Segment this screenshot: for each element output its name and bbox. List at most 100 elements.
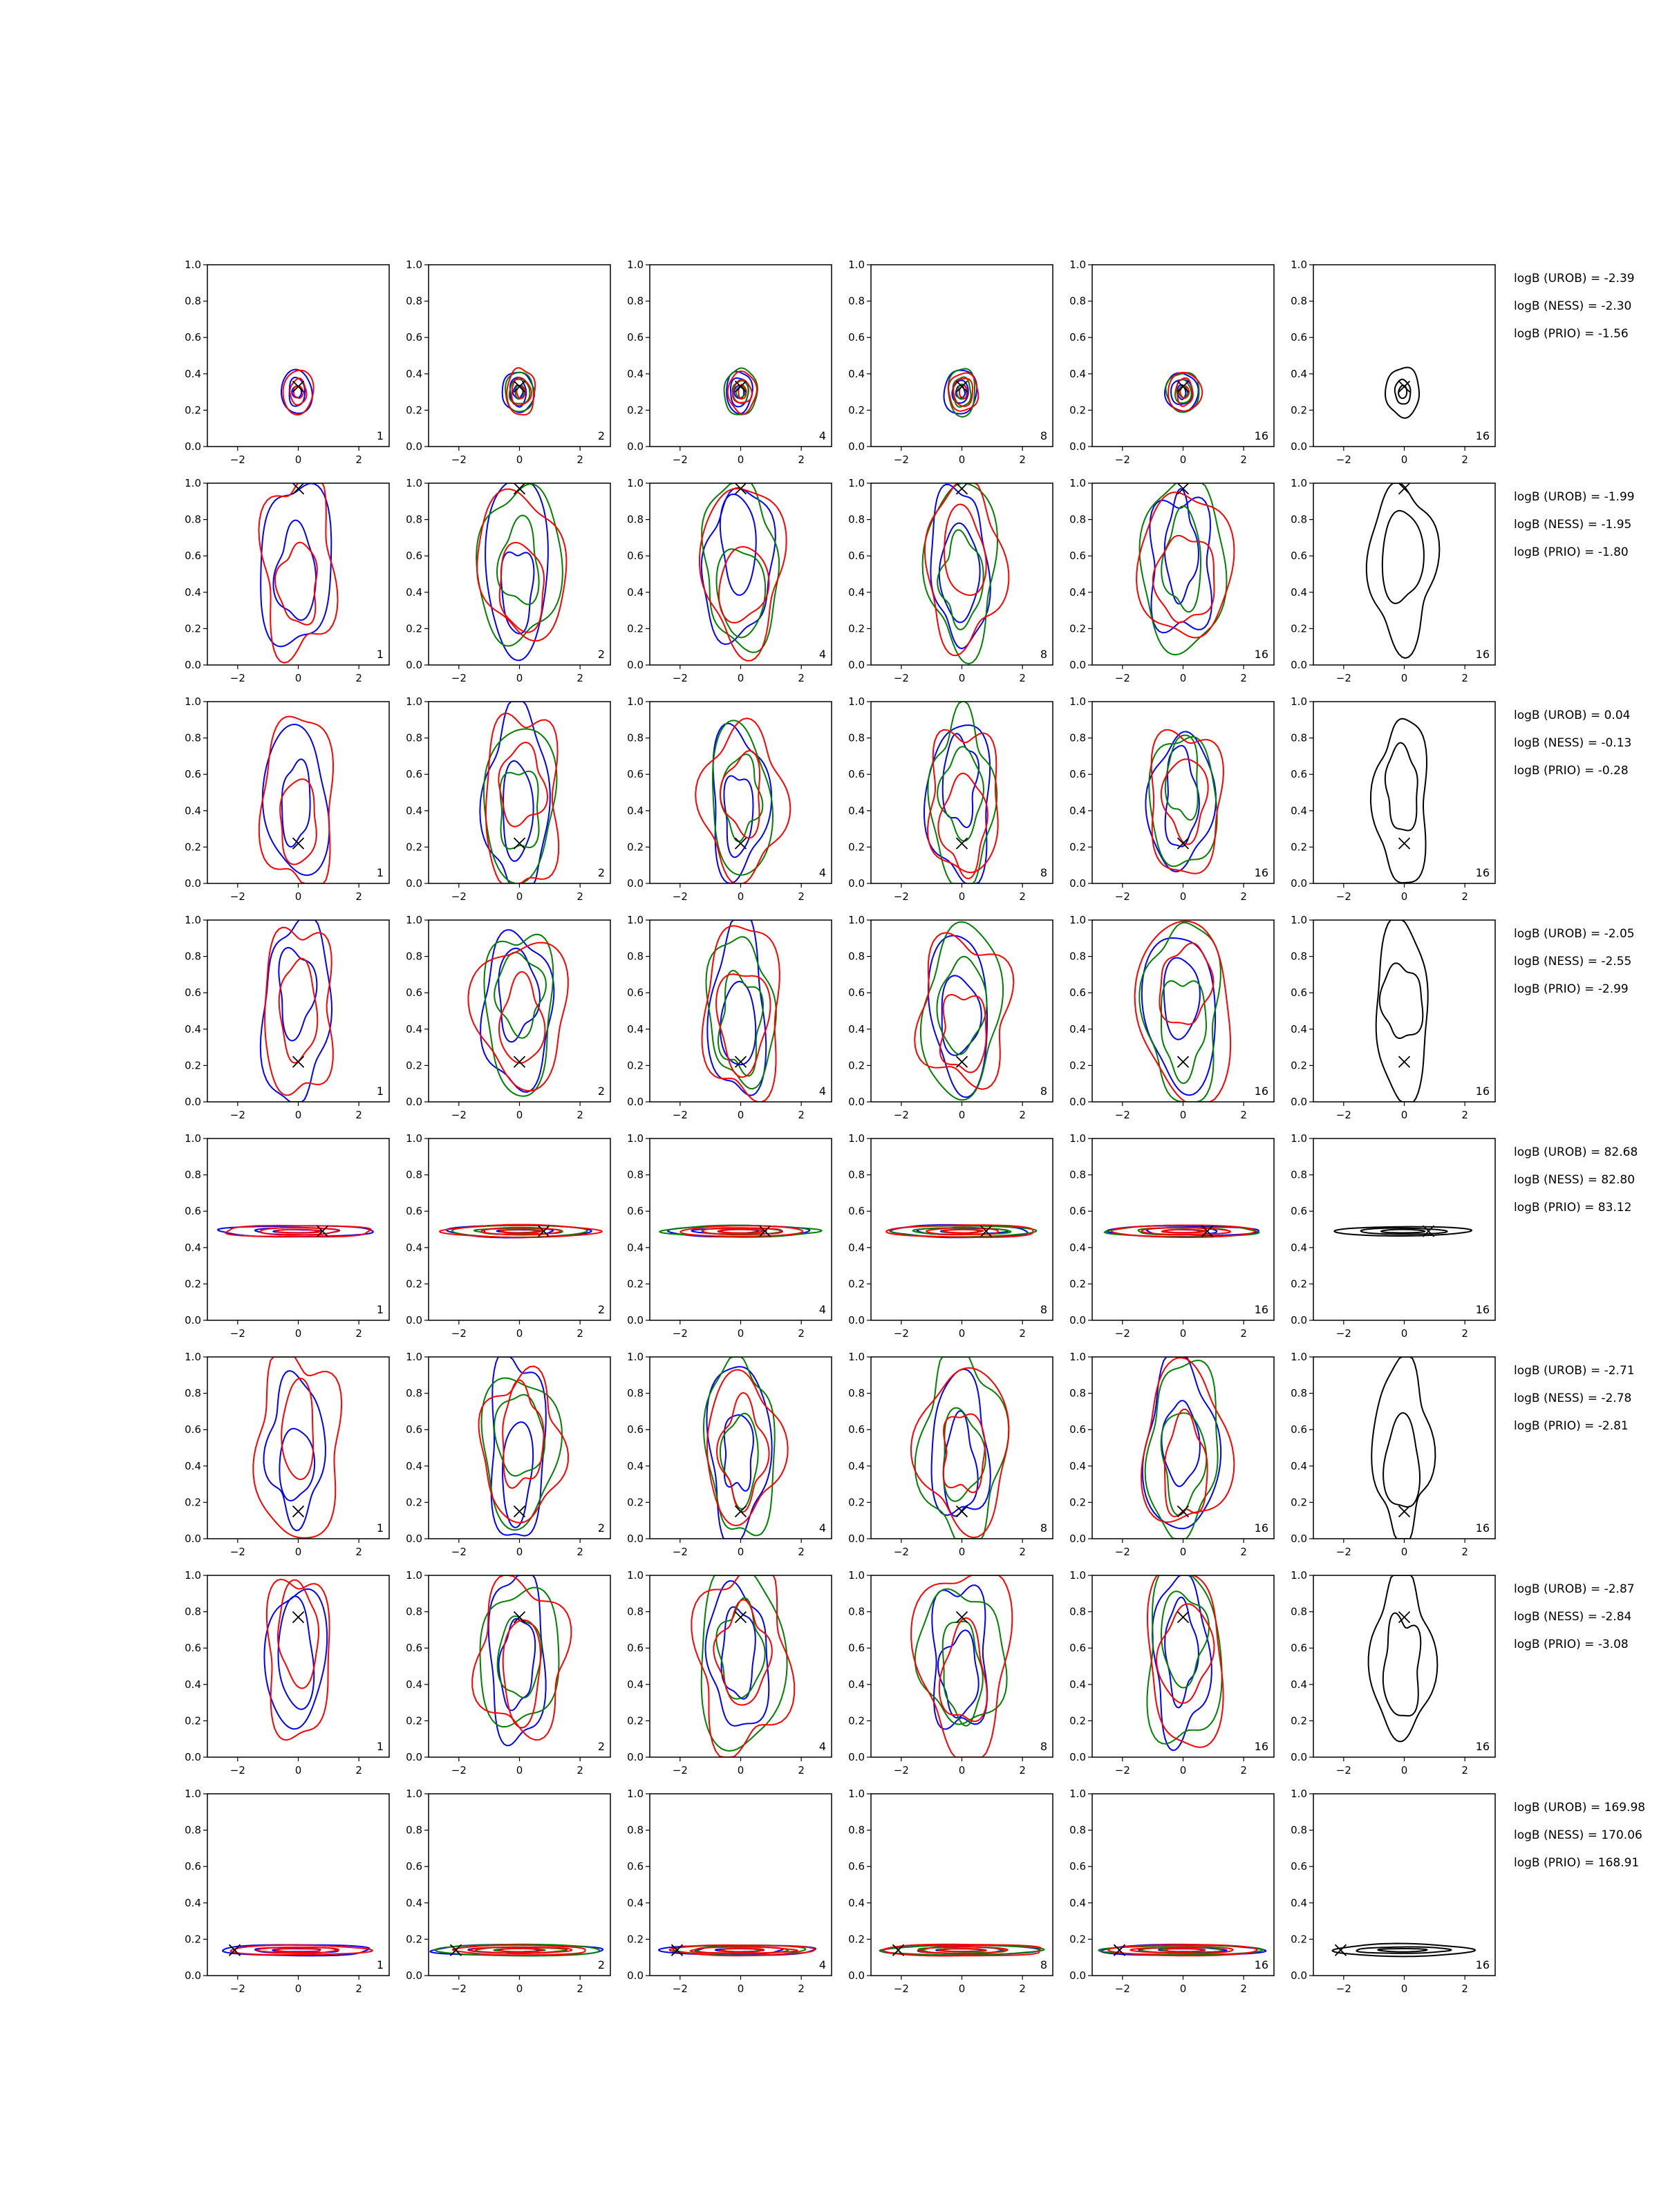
y-tick-label: 1.0 (627, 259, 644, 271)
contour-group (1146, 1575, 1224, 1752)
contour-prio (1141, 1227, 1232, 1235)
y-tick-label: 0.6 (1069, 1205, 1086, 1217)
logb-annotation: logB (UROB) = -2.05 (1514, 927, 1635, 941)
panel: −2 0 2 0.0 0.2 0.4 0.6 0.8 1.0 16 (1291, 1569, 1496, 1777)
x-tick-label: 2 (1019, 1109, 1026, 1121)
x-tick-label: 2 (355, 1546, 362, 1558)
true-value-marker (1177, 1611, 1190, 1624)
y-tick-label: 0.4 (1291, 1241, 1307, 1254)
y-tick-label: 0.8 (185, 514, 201, 526)
panel: −2 0 2 0.0 0.2 0.4 0.6 0.8 1.0 16 (1291, 1351, 1496, 1558)
panel-label: 2 (598, 1958, 605, 1971)
contour-prio (256, 1946, 340, 1954)
contour-prio (944, 503, 987, 597)
contour-prio (258, 483, 339, 664)
y-tick-label: 0.4 (1069, 1678, 1086, 1691)
contour-prio (727, 370, 758, 415)
axes-frame (207, 1575, 390, 1758)
y-tick-label: 0.4 (627, 1897, 644, 1909)
y-tick-label: 0.6 (1291, 331, 1307, 344)
contour-prio (926, 729, 999, 874)
logb-annotation: logB (PRIO) = -1.80 (1514, 545, 1629, 559)
y-tick-label: 1.0 (185, 1351, 201, 1363)
y-tick-label: 0.4 (406, 368, 422, 380)
contour-group (478, 1357, 570, 1537)
x-tick-label: 2 (355, 453, 362, 466)
y-tick-label: 0.6 (185, 986, 201, 999)
panel: −2 0 2 0.0 0.2 0.4 0.6 0.8 1.0 1 (185, 477, 390, 684)
y-tick-label: 0.0 (185, 440, 201, 453)
contour-urob (263, 1588, 328, 1730)
contour-ness (434, 1943, 601, 1957)
y-tick-label: 0.4 (1069, 368, 1086, 380)
y-tick-label: 0.2 (848, 841, 865, 853)
true-value-marker (1113, 1944, 1126, 1956)
contour-prio (1160, 758, 1209, 845)
y-tick-label: 1.0 (406, 1351, 422, 1363)
contour-prio (469, 1947, 573, 1954)
contour-combined (1380, 1228, 1426, 1234)
panel-label: 16 (1476, 1303, 1490, 1316)
x-tick-label: 0 (1180, 1546, 1187, 1558)
x-tick-label: 2 (1461, 1546, 1468, 1558)
x-tick-label: −2 (1336, 1546, 1351, 1558)
panel-label: 1 (377, 1085, 384, 1098)
contour-group (914, 921, 1015, 1101)
true-value-marker (537, 1225, 550, 1237)
x-tick-label: 0 (959, 453, 966, 466)
x-tick-label: 2 (355, 1764, 362, 1777)
contour-prio (882, 1943, 1042, 1957)
x-tick-label: 0 (516, 1109, 523, 1121)
y-tick-label: 0.6 (1069, 550, 1086, 562)
y-tick-label: 1.0 (1069, 477, 1086, 489)
x-tick-label: 2 (1240, 890, 1247, 903)
logb-annotation: logB (NESS) = -2.30 (1514, 299, 1631, 313)
true-value-marker (955, 1505, 968, 1518)
x-tick-label: −2 (894, 1109, 909, 1121)
x-tick-label: −2 (451, 1983, 467, 1995)
true-value-marker (513, 380, 526, 393)
contour-urob (726, 371, 753, 415)
y-tick-label: 0.0 (1291, 1969, 1307, 1982)
y-tick-label: 0.6 (1291, 768, 1307, 780)
contour-prio (451, 1944, 586, 1956)
y-tick-label: 0.4 (1291, 1678, 1307, 1691)
contour-combined (1377, 1948, 1428, 1953)
contour-ness (936, 955, 988, 1056)
y-tick-label: 0.4 (406, 1897, 422, 1909)
contour-prio (1168, 371, 1203, 412)
y-tick-label: 0.8 (406, 1387, 422, 1400)
y-tick-label: 0.0 (185, 1969, 201, 1982)
panel-label: 2 (598, 1303, 605, 1316)
panel: −2 0 2 0.0 0.2 0.4 0.6 0.8 1.0 16 (1069, 695, 1275, 903)
true-value-marker (955, 482, 968, 495)
y-tick-label: 0.2 (406, 622, 422, 635)
contour-urob (937, 1629, 980, 1719)
x-tick-label: 2 (1019, 1327, 1026, 1340)
y-tick-label: 0.6 (1291, 1860, 1307, 1873)
contour-group (1375, 920, 1429, 1102)
y-tick-label: 0.2 (406, 1496, 422, 1508)
y-tick-label: 0.4 (185, 1241, 201, 1254)
x-tick-label: 2 (1461, 1764, 1468, 1777)
contour-prio (499, 1947, 543, 1953)
contour-prio (274, 1947, 321, 1953)
contour-group (695, 718, 791, 883)
contour-combined (1382, 1412, 1421, 1508)
y-tick-label: 0.4 (406, 1241, 422, 1254)
y-tick-label: 0.8 (185, 295, 201, 308)
y-tick-label: 0.2 (185, 1277, 201, 1290)
contour-group (258, 483, 339, 664)
contour-ness (705, 936, 777, 1090)
panel-label: 2 (598, 648, 605, 661)
contour-urob (281, 758, 311, 848)
x-tick-label: −2 (1336, 1764, 1351, 1777)
x-tick-label: 2 (1461, 672, 1468, 684)
axes-frame (1091, 482, 1275, 666)
contour-prio (1176, 377, 1194, 407)
panel: −2 0 2 0.0 0.2 0.4 0.6 0.8 1.0 16 (1291, 477, 1496, 684)
y-tick-label: 0.6 (1291, 986, 1307, 999)
contour-urob (487, 1575, 547, 1747)
x-tick-label: −2 (1115, 1327, 1130, 1340)
panel-label: 1 (377, 1740, 384, 1753)
